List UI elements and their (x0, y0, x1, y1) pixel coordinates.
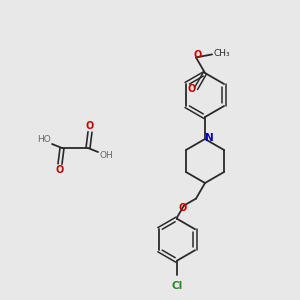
Text: O: O (56, 165, 64, 175)
Text: HO: HO (37, 136, 51, 145)
Text: Cl: Cl (171, 281, 182, 291)
Text: O: O (188, 84, 196, 94)
Text: O: O (194, 50, 202, 60)
Text: N: N (205, 133, 213, 143)
Text: OH: OH (99, 152, 113, 160)
Text: O: O (179, 202, 187, 213)
Text: CH₃: CH₃ (214, 49, 230, 58)
Text: O: O (86, 121, 94, 131)
